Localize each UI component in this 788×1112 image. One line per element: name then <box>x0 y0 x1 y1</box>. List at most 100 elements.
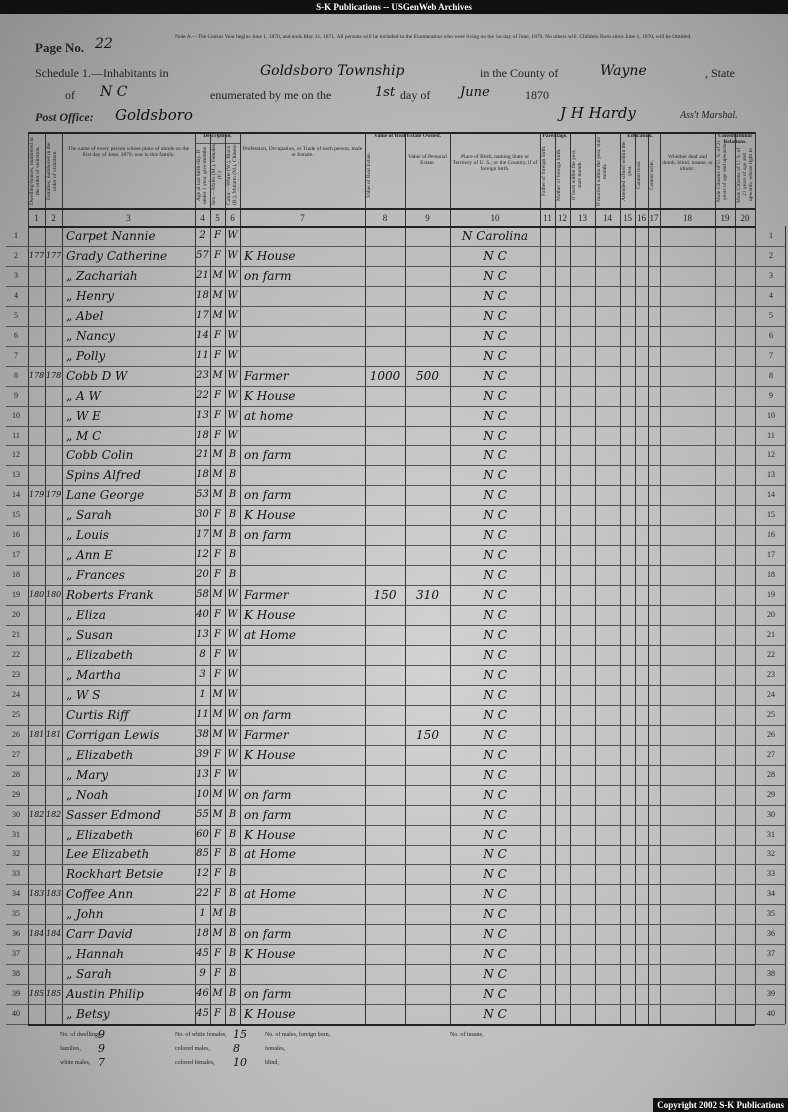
column-number: 3 <box>126 213 131 223</box>
entry-color: W <box>227 309 238 321</box>
entry-name: Carpet Nannie <box>66 229 156 243</box>
group-header: Parentage. <box>540 133 570 143</box>
entry-sex: M <box>212 449 223 461</box>
line-number-right: 34 <box>767 889 775 899</box>
entry-birthplace: N C <box>483 867 507 882</box>
entry-color: W <box>227 768 238 780</box>
entry-age: 17 <box>196 309 209 321</box>
line-number: 26 <box>12 729 20 739</box>
entry-sex: M <box>212 808 223 820</box>
column-header: Families, numbered in the order of visit… <box>46 142 58 200</box>
entry-family: 185 <box>46 989 61 999</box>
entry-sex: M <box>212 928 223 940</box>
row-rule <box>6 505 785 507</box>
column-number: 17 <box>649 213 659 223</box>
column-rule <box>735 132 736 1024</box>
entry-occupation: K House <box>244 827 296 842</box>
entry-color: B <box>228 1008 237 1019</box>
header-rule <box>28 208 755 210</box>
entry-sex: F <box>214 828 221 840</box>
entry-birthplace: N C <box>483 268 507 283</box>
row-rule <box>6 824 785 826</box>
entry-color: W <box>227 389 238 401</box>
line-number: 22 <box>12 650 20 659</box>
entry-family: 178 <box>46 370 61 380</box>
header-rule <box>28 132 755 134</box>
entry-occupation: at Home <box>244 847 296 862</box>
entry-color: W <box>227 668 238 680</box>
entry-color: W <box>227 289 238 301</box>
entry-color: B <box>228 988 237 1000</box>
entry-occupation: on farm <box>244 787 292 802</box>
summary-label: females, <box>265 1046 286 1052</box>
entry-occupation: on farm <box>244 927 292 942</box>
line-number-right: 35 <box>767 909 775 919</box>
entry-birthplace: N C <box>483 388 507 403</box>
entry-age: 13 <box>196 409 209 421</box>
line-number-right: 25 <box>767 709 775 719</box>
entry-occupation: K House <box>244 947 296 962</box>
entry-name: Rockhart Betsie <box>66 867 164 882</box>
entry-age: 10 <box>196 788 209 800</box>
entry-color: W <box>227 728 238 740</box>
column-header: Attended school within the year. <box>621 141 633 201</box>
entry-sex: F <box>214 768 221 780</box>
column-number: 9 <box>425 213 430 223</box>
column-rule <box>715 132 716 1024</box>
entry-birthplace: N C <box>483 608 507 622</box>
entry-birthplace: N C <box>483 468 507 483</box>
row-rule <box>6 645 785 646</box>
row-rule <box>6 265 785 267</box>
entry-birthplace: N C <box>483 428 507 443</box>
line-number-right: 39 <box>767 989 775 999</box>
entry-family: 180 <box>46 590 61 600</box>
row-rule <box>6 465 785 467</box>
entry-name: „ Sarah <box>66 508 113 523</box>
entry-occupation: K House <box>244 508 296 523</box>
column-header: Sex.—Males (M.), Females (F.) <box>211 144 223 206</box>
entry-birthplace: N C <box>483 328 507 343</box>
entry-birthplace: N C <box>483 528 507 543</box>
entry-birthplace: N C <box>483 667 507 682</box>
entry-sex: F <box>214 230 221 241</box>
entry-dwelling: 178 <box>29 370 44 380</box>
column-number: 19 <box>720 213 730 223</box>
row-rule <box>6 924 785 926</box>
entry-sex: F <box>214 948 221 960</box>
entry-age: 2 <box>199 230 206 241</box>
column-rule <box>365 132 366 1024</box>
line-number: 38 <box>12 969 20 979</box>
entry-age: 3 <box>199 668 206 680</box>
row-rule <box>6 704 785 706</box>
entry-family: 181 <box>46 729 61 739</box>
entry-dwelling: 182 <box>29 809 44 819</box>
entry-sex: F <box>214 649 221 660</box>
entry-birthplace: N C <box>483 947 507 962</box>
line-number-right: 38 <box>767 969 775 979</box>
entry-name: Coffee Ann <box>66 887 134 902</box>
entry-family: 182 <box>46 809 61 819</box>
entry-occupation: at home <box>244 408 294 423</box>
entry-real-estate: 1000 <box>369 368 401 383</box>
day: 1st <box>375 85 396 100</box>
entry-dwelling: 183 <box>29 889 44 899</box>
entry-age: 18 <box>196 469 209 481</box>
entry-name: „ Abel <box>66 308 104 323</box>
entry-sex: M <box>212 728 223 740</box>
entry-age: 45 <box>196 1008 209 1019</box>
row-rule <box>6 904 785 906</box>
line-number-right: 7 <box>769 350 773 360</box>
row-rule <box>6 285 785 287</box>
entry-name: „ Henry <box>66 288 114 303</box>
column-rule <box>62 132 63 1024</box>
summary-label: colored males, <box>175 1046 210 1052</box>
entry-name: „ W S <box>66 687 101 702</box>
entry-color: W <box>227 649 238 660</box>
note: Note A.—The Census Year begins June 1, 1… <box>175 34 692 40</box>
line-number: 31 <box>12 829 20 839</box>
line-number: 34 <box>12 889 20 899</box>
line-number-right: 20 <box>767 610 775 619</box>
line-number: 16 <box>12 530 20 540</box>
entry-color: B <box>228 888 237 900</box>
entry-age: 23 <box>196 369 209 381</box>
